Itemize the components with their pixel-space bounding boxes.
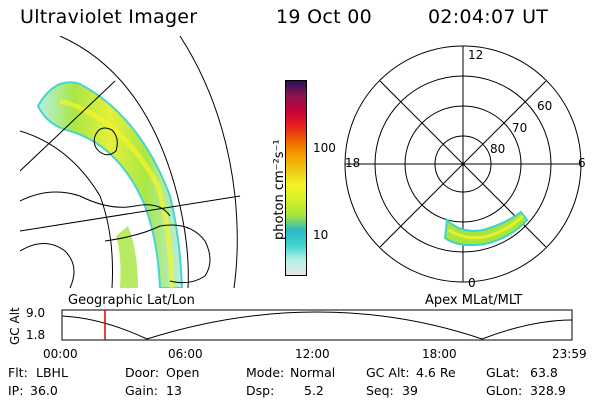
altitude-tick-1-8: 1.8 — [26, 328, 46, 342]
altitude-ylabel: GC Alt — [8, 307, 22, 345]
glat-value: 63.8 — [530, 365, 558, 380]
colorbar — [285, 80, 307, 276]
time-tick-1800: 18:00 — [422, 347, 457, 361]
coastline — [104, 224, 211, 284]
dsp-label: Dsp: — [246, 383, 275, 398]
mode-value: Normal — [290, 365, 336, 380]
gcalt-label: GC Alt: — [366, 365, 410, 380]
longitude-line — [20, 80, 116, 172]
door-value: Open — [166, 365, 200, 380]
latitude-line — [59, 36, 189, 288]
colorbar-tick-100: 100 — [313, 141, 336, 155]
geographic-map — [20, 36, 241, 288]
coastline — [20, 243, 75, 288]
coastline — [93, 127, 118, 156]
time-tick-0000: 00:00 — [43, 347, 78, 361]
lat-label-70: 70 — [512, 121, 528, 135]
flt-value: LBHL — [36, 365, 68, 380]
latitude-line — [20, 130, 113, 288]
flt-label: Flt: — [8, 365, 28, 380]
lat-label-60: 60 — [537, 99, 553, 113]
mode-label: Mode: — [246, 365, 285, 380]
altitude-tick-9: 9.0 — [26, 306, 46, 320]
glon-value: 328.9 — [530, 383, 566, 398]
lat-label-80: 80 — [490, 142, 506, 156]
time-tick-2359: 23:59 — [552, 347, 587, 361]
time-tick-1200: 12:00 — [295, 347, 330, 361]
ip-value: 36.0 — [30, 383, 58, 398]
mlt-label-0: 0 — [468, 276, 476, 290]
time-tick-0600: 06:00 — [168, 347, 203, 361]
auroral-band — [36, 81, 184, 288]
seq-label: Seq: — [366, 383, 394, 398]
date-label: 19 Oct 00 — [276, 6, 372, 28]
longitude-line — [20, 195, 241, 232]
time-label: 02:04:07 UT — [428, 6, 549, 28]
gain-value: 13 — [166, 383, 182, 398]
mlt-label-6: 6 — [578, 156, 586, 170]
latitude-line — [179, 36, 238, 288]
instrument-title: Ultraviolet Imager — [20, 6, 198, 28]
colorbar-unit-label: photon cm⁻²s⁻¹ — [272, 139, 287, 240]
dsp-value: 5.2 — [304, 383, 324, 398]
altitude-curve — [61, 311, 573, 340]
door-label: Door: — [125, 365, 160, 380]
glat-label: GLat: — [486, 365, 520, 380]
geo-caption: Geographic Lat/Lon — [68, 293, 195, 308]
gcalt-value: 4.6 Re — [416, 365, 456, 380]
polar-caption: Apex MLat/MLT — [425, 293, 523, 308]
mlt-label-12: 12 — [468, 48, 484, 62]
polar-plot — [344, 45, 582, 283]
gain-label: Gain: — [125, 383, 158, 398]
coastline — [20, 191, 171, 217]
colorbar-tick-10: 10 — [313, 228, 329, 242]
ip-label: IP: — [8, 383, 24, 398]
seq-value: 39 — [402, 383, 418, 398]
mlt-label-18: 18 — [345, 156, 361, 170]
glon-label: GLon: — [486, 383, 523, 398]
altitude-plot — [61, 309, 573, 341]
